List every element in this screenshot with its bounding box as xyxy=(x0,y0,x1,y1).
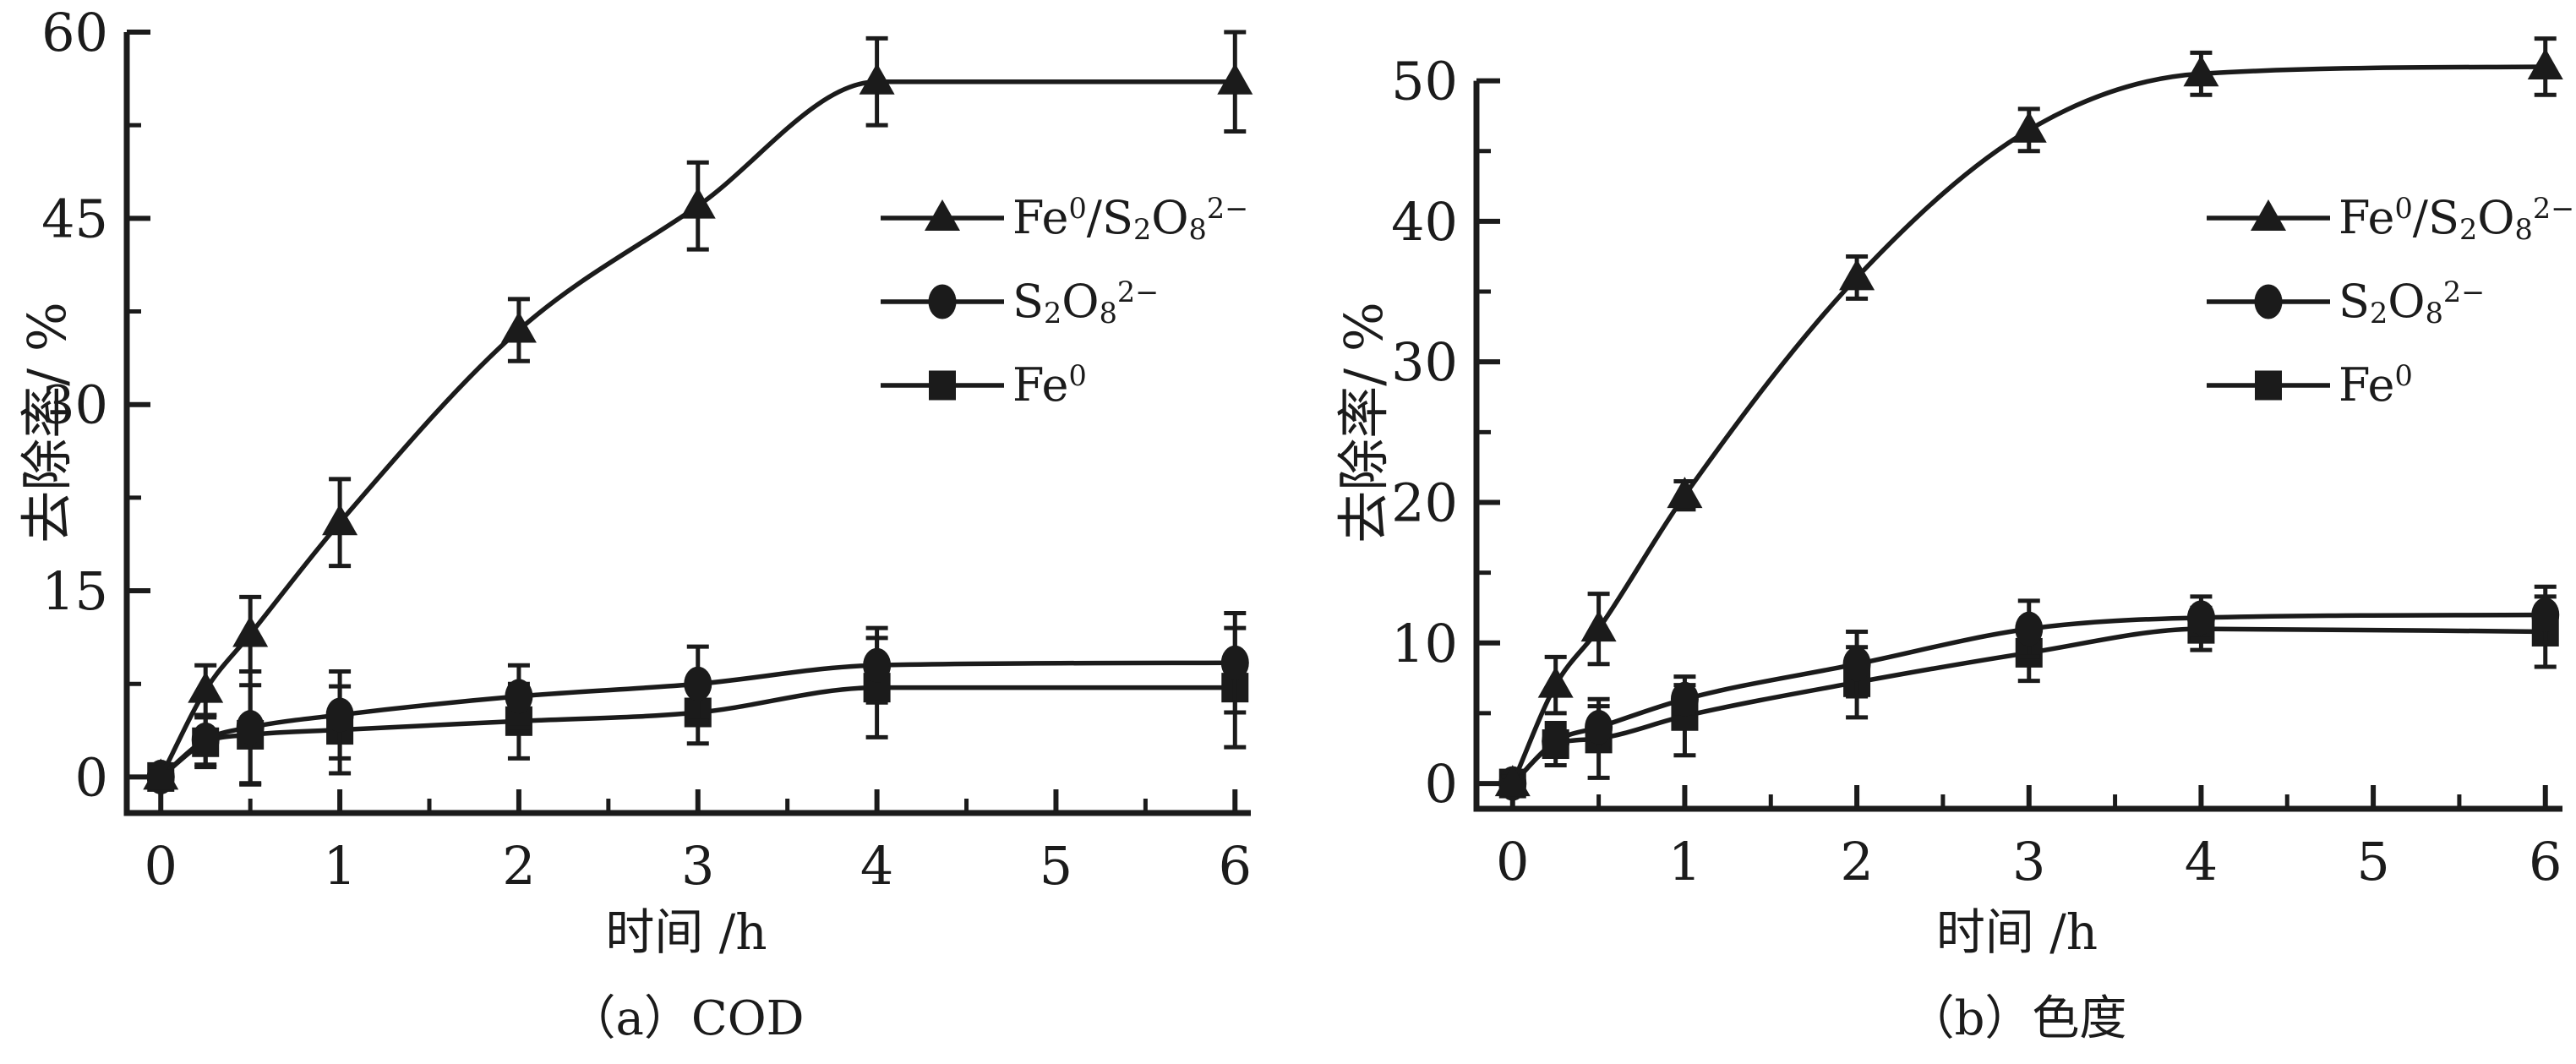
square-marker xyxy=(929,370,956,400)
x-tick-label: 0 xyxy=(145,835,177,897)
y-tick-label: 60 xyxy=(41,2,108,63)
y-axis-label: 去除率/ % xyxy=(1333,302,1394,543)
circle-marker xyxy=(2531,597,2560,633)
triangle-marker xyxy=(925,199,960,231)
triangle-marker-icon xyxy=(881,199,1004,231)
triangle-marker xyxy=(232,615,269,647)
panel-caption-a: （a）COD xyxy=(568,991,805,1046)
x-tick-label: 4 xyxy=(2185,831,2218,892)
triangle-marker xyxy=(1494,765,1531,797)
circle-marker xyxy=(1842,647,1871,682)
y-tick-label: 40 xyxy=(1391,191,1458,253)
triangle-marker xyxy=(1667,477,1703,509)
triangle-marker xyxy=(2527,47,2563,79)
triangle-marker xyxy=(500,311,537,343)
square-marker xyxy=(2255,370,2282,400)
triangle-marker xyxy=(1839,259,1875,291)
x-tick-label: 3 xyxy=(2012,831,2045,892)
legend-label: Fe0 xyxy=(1012,358,1087,412)
circle-marker xyxy=(2254,284,2283,319)
y-tick-label: 45 xyxy=(41,188,108,249)
series-fe0_s2o8 xyxy=(143,30,1253,790)
x-tick-label: 5 xyxy=(1040,835,1072,897)
y-tick-label: 15 xyxy=(41,560,108,622)
triangle-marker xyxy=(1580,610,1617,642)
legend-label: Fe0/S2O82− xyxy=(2339,191,2575,247)
legend-label: Fe0 xyxy=(2339,358,2413,412)
triangle-marker xyxy=(143,758,179,790)
legend-item-fe0_s2o8: Fe0/S2O82− xyxy=(2205,176,2574,259)
circle-marker xyxy=(1670,681,1699,717)
triangle-marker xyxy=(322,504,358,536)
circle-marker xyxy=(928,284,957,319)
y-tick-label: 0 xyxy=(75,746,108,808)
x-tick-label: 2 xyxy=(502,835,535,897)
circle-marker xyxy=(1220,645,1249,680)
y-axis-label: 去除率/ % xyxy=(16,302,78,543)
x-tick-label: 1 xyxy=(1668,831,1701,892)
triangle-marker xyxy=(2011,111,2047,143)
legend-item-fe0: Fe0 xyxy=(879,343,1248,427)
x-tick-label: 1 xyxy=(323,835,356,897)
circle-marker-icon xyxy=(2207,284,2330,319)
x-axis-label: 时间 /h xyxy=(605,903,767,961)
x-tick-label: 0 xyxy=(1496,831,1529,892)
cod-legend: Fe0/S2O82− S2O82− Fe0 xyxy=(879,176,1248,427)
triangle-marker xyxy=(2251,199,2286,231)
x-tick-label: 5 xyxy=(2356,831,2389,892)
y-tick-label: 30 xyxy=(41,374,108,436)
circle-marker xyxy=(505,679,533,714)
legend-item-s2o8: S2O82− xyxy=(2205,259,2574,343)
chromaticity-legend: Fe0/S2O82− S2O82− Fe0 xyxy=(2205,176,2574,427)
circle-marker xyxy=(1542,723,1570,759)
circle-marker xyxy=(325,697,354,733)
circle-marker xyxy=(684,666,712,701)
y-tick-label: 30 xyxy=(1391,331,1458,393)
series-fe0_s2o8 xyxy=(1494,36,2563,797)
chromaticity-plot-svg: 0 10 20 30 40 50 0 1 2 3 4 5 6 xyxy=(1391,36,2563,892)
series-s2o8 xyxy=(146,610,1249,794)
chart-panel-cod: 0 15 30 45 60 0 1 2 3 4 5 6 去除率/ % Fe0/S2O82− S2O82−… xyxy=(16,2,1253,1046)
square-marker-icon xyxy=(881,370,1004,400)
triangle-marker xyxy=(188,671,224,703)
x-tick-label: 2 xyxy=(1840,831,1873,892)
y-tick-label: 10 xyxy=(1391,613,1458,674)
axes: 0 10 20 30 40 50 0 1 2 3 4 5 6 xyxy=(1391,51,2562,892)
x-axis-label: 时间 /h xyxy=(1935,903,2098,961)
y-tick-label: 0 xyxy=(1425,753,1458,815)
x-tick-label: 3 xyxy=(681,835,714,897)
series-s2o8 xyxy=(1498,584,2560,801)
circle-marker-icon xyxy=(881,284,1004,319)
triangle-marker-icon xyxy=(2207,199,2330,231)
x-tick-label: 6 xyxy=(2529,831,2562,892)
y-tick-label: 20 xyxy=(1391,472,1458,533)
legend-item-s2o8: S2O82− xyxy=(879,259,1248,343)
x-tick-label: 4 xyxy=(860,835,893,897)
legend-item-fe0_s2o8: Fe0/S2O82− xyxy=(879,176,1248,259)
x-tick-label: 6 xyxy=(1219,835,1252,897)
triangle-marker xyxy=(1217,63,1253,95)
legend-item-fe0: Fe0 xyxy=(2205,343,2574,427)
circle-marker xyxy=(863,647,892,683)
circle-marker xyxy=(191,722,220,757)
y-tick-label: 50 xyxy=(1391,51,1458,112)
triangle-marker xyxy=(1537,666,1574,698)
circle-marker xyxy=(2015,611,2044,647)
circle-marker xyxy=(1585,710,1613,745)
legend-label: S2O82− xyxy=(2339,275,2486,330)
triangle-marker xyxy=(679,187,716,219)
triangle-marker xyxy=(859,63,895,95)
chart-panel-chromaticity: 0 10 20 30 40 50 0 1 2 3 4 5 6 去除率/ % Fe0/S2O82− S2O8… xyxy=(1288,0,2576,1064)
square-marker-icon xyxy=(2207,370,2330,400)
circle-marker xyxy=(2186,600,2215,636)
legend-label: S2O82− xyxy=(1012,275,1160,330)
triangle-marker xyxy=(2183,55,2219,87)
circle-marker xyxy=(236,710,265,745)
panel-caption-b: （b）色度 xyxy=(1907,991,2127,1046)
legend-label: Fe0/S2O82− xyxy=(1012,191,1249,247)
